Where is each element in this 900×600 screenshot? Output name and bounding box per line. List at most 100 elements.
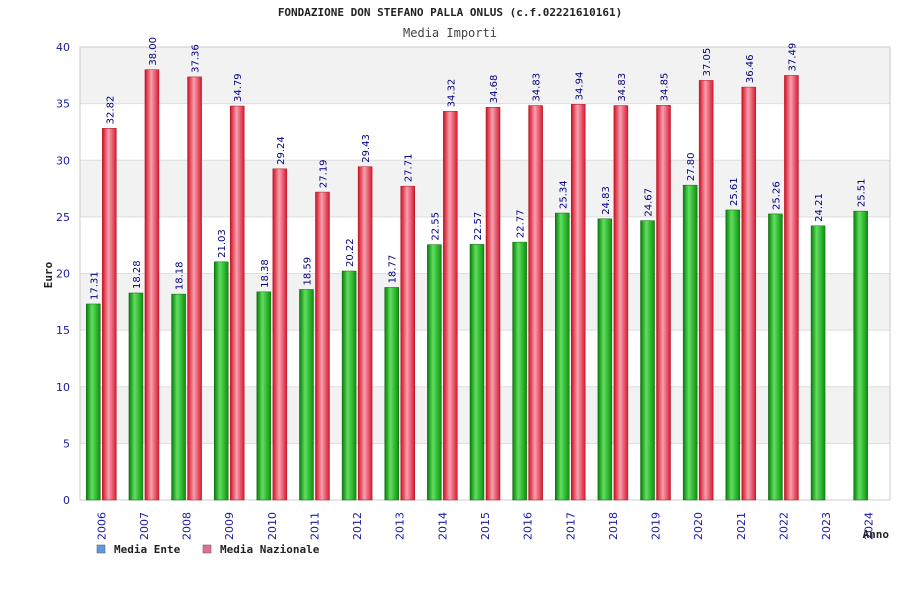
value-label-media-ente-2019: 24.67 [644, 188, 655, 217]
y-tick-label: 10 [56, 381, 70, 394]
y-tick-label: 15 [56, 324, 70, 337]
value-label-media-nazionale-2020: 37.05 [702, 48, 713, 77]
value-label-media-nazionale-2012: 29.43 [361, 134, 372, 163]
value-label-media-ente-2010: 18.38 [260, 259, 271, 288]
value-label-media-ente-2017: 25.34 [558, 180, 569, 209]
legend-label-media-ente: Media Ente [114, 543, 181, 556]
bar-media-ente-2010 [256, 291, 272, 501]
bar-media-nazionale-2022 [784, 75, 799, 501]
chart-title: FONDAZIONE DON STEFANO PALLA ONLUS (c.f.… [278, 6, 622, 19]
x-axis-ticks: 2006 2007 2008 2009 2010 2011 2012 2013 2014 2015… [95, 512, 875, 540]
value-label-media-ente-2007: 18.28 [132, 260, 143, 289]
y-tick-label: 20 [56, 268, 70, 281]
value-label-media-nazionale-2016: 34.83 [532, 73, 543, 102]
value-label-media-nazionale-2017: 34.94 [574, 72, 585, 101]
bar-media-nazionale-2021 [741, 86, 757, 501]
y-tick-label: 30 [56, 154, 70, 167]
bar-media-nazionale-2016 [528, 105, 543, 501]
bar-media-nazionale-2008 [187, 76, 202, 501]
value-label-media-ente-2012: 20.22 [345, 238, 356, 267]
value-label-media-ente-2021: 25.61 [729, 177, 740, 206]
bar-media-ente-2019 [640, 220, 655, 501]
x-tick-label: 2017 [564, 512, 577, 540]
bar-media-nazionale-2013 [400, 185, 415, 501]
legend-swatch-media-nazionale [202, 544, 212, 554]
y-tick-label: 0 [63, 494, 70, 507]
x-axis-label: Anno [863, 528, 890, 541]
value-label-media-nazionale-2010: 29.24 [276, 136, 287, 165]
x-tick-label: 2012 [351, 512, 364, 540]
value-label-media-nazionale-2006: 32.82 [105, 96, 116, 125]
y-axis-ticks: 0 5 10 15 20 25 30 35 40 [56, 41, 70, 507]
value-label-media-nazionale-2011: 27.19 [318, 159, 329, 188]
x-tick-label: 2008 [181, 512, 194, 540]
y-axis-label: Euro [42, 261, 55, 288]
x-tick-label: 2015 [479, 512, 492, 540]
x-tick-label: 2006 [95, 512, 108, 540]
y-tick-label: 35 [56, 98, 70, 111]
bar-media-nazionale-2007 [144, 69, 160, 501]
bar-media-ente-2006 [86, 303, 101, 501]
legend: Media Ente Media Nazionale [96, 543, 320, 556]
bar-media-nazionale-2020 [698, 80, 714, 501]
bar-media-ente-2009 [213, 261, 229, 501]
bar-media-nazionale-2010 [272, 168, 288, 501]
y-tick-label: 5 [63, 437, 70, 450]
value-label-media-ente-2024: 25.51 [857, 178, 868, 207]
x-tick-label: 2016 [522, 512, 535, 540]
bar-media-ente-2015 [469, 244, 485, 501]
y-tick-label: 25 [56, 211, 70, 224]
bar-media-nazionale-2006 [102, 128, 117, 501]
value-label-media-ente-2018: 24.83 [601, 186, 612, 215]
value-label-media-nazionale-2009: 34.79 [233, 73, 244, 102]
legend-label-media-nazionale: Media Nazionale [220, 543, 320, 556]
bar-media-nazionale-2012 [357, 166, 373, 501]
bar-media-ente-2013 [384, 287, 399, 501]
value-label-media-ente-2014: 22.55 [430, 212, 441, 241]
x-tick-label: 2019 [650, 512, 663, 540]
y-tick-label: 40 [56, 41, 70, 54]
value-label-media-ente-2008: 18.18 [175, 261, 186, 290]
value-label-media-nazionale-2021: 36.46 [745, 54, 756, 83]
x-tick-label: 2023 [820, 512, 833, 540]
bar-media-nazionale-2018 [613, 105, 629, 501]
value-labels: 17.31 32.82 18.28 38.00 18.18 37.36 21.03 34.79… [89, 37, 867, 300]
value-label-media-nazionale-2014: 34.32 [446, 79, 457, 108]
bar-media-nazionale-2017 [571, 104, 586, 501]
value-label-media-ente-2013: 18.77 [388, 255, 399, 284]
bar-media-ente-2021 [725, 209, 741, 501]
x-tick-label: 2009 [223, 512, 236, 540]
value-label-media-ente-2022: 25.26 [771, 181, 782, 210]
value-label-media-ente-2016: 22.77 [516, 209, 527, 238]
bar-media-ente-2020 [682, 184, 698, 501]
value-label-media-ente-2015: 22.57 [473, 212, 484, 241]
value-label-media-nazionale-2018: 34.83 [617, 73, 628, 102]
x-tick-label: 2022 [777, 512, 790, 540]
value-label-media-ente-2023: 24.21 [814, 193, 825, 222]
value-label-media-nazionale-2013: 27.71 [404, 154, 415, 183]
value-label-media-ente-2009: 21.03 [217, 229, 228, 258]
legend-swatch-media-ente [96, 544, 106, 554]
bars [86, 69, 868, 501]
chart-subtitle: Media Importi [403, 26, 497, 40]
value-label-media-ente-2006: 17.31 [89, 271, 100, 300]
bar-media-ente-2016 [512, 241, 527, 501]
bar-media-ente-2018 [597, 218, 613, 501]
x-tick-label: 2018 [607, 512, 620, 540]
bar-media-nazionale-2009 [229, 105, 245, 501]
x-tick-label: 2021 [735, 512, 748, 540]
bar-media-ente-2022 [768, 213, 783, 501]
value-label-media-nazionale-2015: 34.68 [489, 75, 500, 104]
bar-media-ente-2012 [341, 270, 357, 501]
plot-area-border [79, 46, 891, 501]
value-label-media-nazionale-2007: 38.00 [148, 37, 159, 66]
x-tick-label: 2011 [308, 512, 321, 540]
bar-media-ente-2023 [810, 225, 826, 501]
x-tick-label: 2014 [436, 512, 449, 540]
bar-media-ente-2011 [299, 289, 314, 501]
x-tick-label: 2010 [266, 512, 279, 540]
value-label-media-ente-2011: 18.59 [302, 257, 313, 286]
bar-media-nazionale-2015 [485, 106, 501, 501]
bar-media-nazionale-2014 [443, 111, 458, 501]
